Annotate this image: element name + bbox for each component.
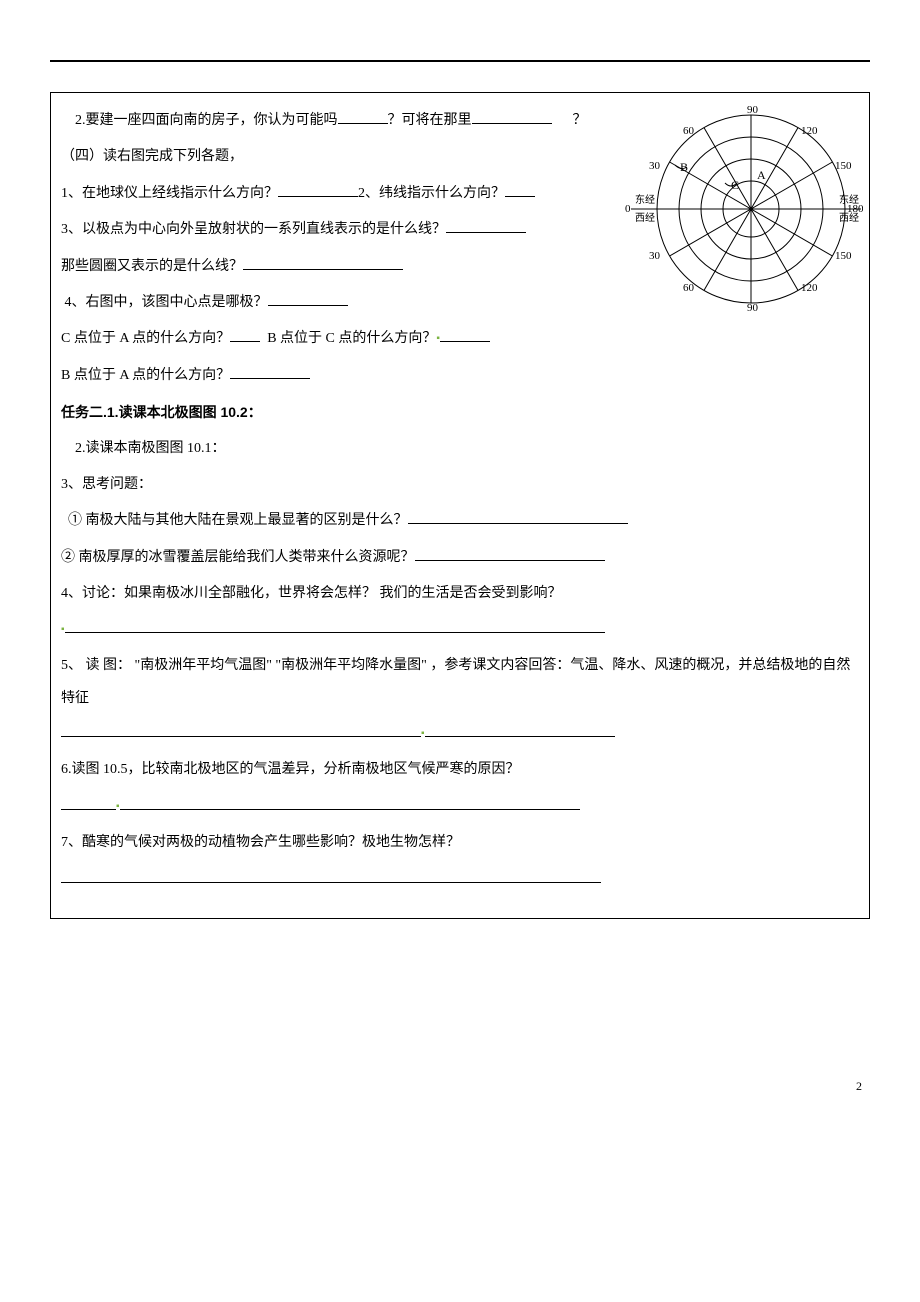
blank: [61, 868, 601, 883]
s4-cab: C 点位于 A 点的什么方向？ B 点位于 C 点的什么方向？▪: [61, 321, 859, 357]
lbl-xijing-l: 西经: [635, 211, 655, 224]
blank: [65, 618, 605, 633]
s4-q4-text: 4、右图中，该图中心点是哪极？: [65, 295, 268, 310]
task2-3-2: ② 南极厚厚的冰雪覆盖层能给我们人类带来什么资源呢？: [61, 540, 859, 576]
task2-title: 任务二.1.读课本北极图图 10.2：: [61, 394, 859, 430]
blank: [278, 182, 358, 197]
lbl-90-bot: 90: [747, 302, 759, 314]
task2-7: 7、酷寒的气候对两极的动植物会产生哪些影响？极地生物怎样？: [61, 825, 859, 861]
blank: [230, 327, 260, 342]
s4-q1a: 1、在地球仪上经线指示什么方向？: [61, 186, 278, 201]
task2-4-blank: ▪: [61, 612, 859, 648]
blank: [440, 327, 490, 342]
s4-q1b: 2、纬线指示什么方向？: [358, 186, 505, 201]
lbl-120-ur: 120: [801, 125, 818, 137]
lbl-xijing-r: 西经: [839, 211, 859, 224]
lbl-dongjing-l: 东经: [635, 193, 655, 206]
lbl-150-ur: 150: [835, 160, 852, 172]
s4-q3-text: 3、以极点为中心向外呈放射状的一系列直线表示的是什么线？: [61, 222, 446, 237]
lbl-120-lr: 120: [801, 282, 818, 294]
task2-4: 4、讨论：如果南极冰川全部融化，世界将会怎样？ 我们的生活是否会受到影响？: [61, 576, 859, 612]
s4-c: C 点位于 A 点的什么方向？: [61, 331, 230, 346]
lbl-60-ul: 60: [683, 125, 695, 137]
blank: [446, 218, 526, 233]
q2-mid: ？可将在那里: [388, 113, 472, 128]
task2-7-blank: [61, 862, 859, 898]
blank: [415, 546, 605, 561]
lbl-150-lr: 150: [835, 250, 852, 262]
blank: [472, 109, 552, 124]
task2-5: 5、 读 图： "南极洲年平均气温图" "南极洲年平均降水量图" ，参考课文内容…: [61, 649, 859, 716]
task2-5-blank: ▪: [61, 716, 859, 752]
s4-q3b-text: 那些圆圈又表示的是什么线？: [61, 259, 243, 274]
blank: [338, 109, 388, 124]
polar-diagram: 90 60 120 30 150 0 180 30 150 60 120 90 …: [613, 99, 863, 314]
task2-2: 2.读课本南极图图 10.1：: [61, 431, 859, 467]
task2-3: 3、思考问题：: [61, 467, 859, 503]
blank: [425, 722, 615, 737]
blank: [230, 364, 310, 379]
task2-3-2-text: ② 南极厚厚的冰雪覆盖层能给我们人类带来什么资源呢？: [61, 550, 415, 565]
blank: [243, 255, 403, 270]
task2-3-1-text: ① 南极大陆与其他大陆在景观上最显著的区别是什么？: [68, 513, 408, 528]
q2-suffix: ？: [573, 113, 587, 128]
blank: [408, 509, 628, 524]
blank: [61, 722, 421, 737]
blank: [61, 795, 116, 810]
lbl-30-ul: 30: [649, 160, 661, 172]
lbl-90-top: 90: [747, 104, 759, 116]
content-box: 90 60 120 30 150 0 180 30 150 60 120 90 …: [50, 92, 870, 919]
task2-2-text: 2.读课本南极图图 10.1：: [75, 441, 226, 456]
point-a: A: [757, 168, 766, 182]
blank: [268, 291, 348, 306]
page-number: 2: [50, 919, 870, 1094]
s4-ba-text: B 点位于 A 点的什么方向？: [61, 368, 230, 383]
blank: [120, 795, 580, 810]
lbl-dongjing-r: 东经: [839, 193, 859, 206]
top-rule: [50, 60, 870, 62]
lbl-30-ll: 30: [649, 250, 661, 262]
task2-3-1: ① 南极大陆与其他大陆在景观上最显著的区别是什么？: [61, 503, 859, 539]
blank: [505, 182, 535, 197]
q2-prefix: 2.要建一座四面向南的房子，你认为可能吗: [75, 113, 338, 128]
lbl-60-ll: 60: [683, 282, 695, 294]
lbl-0-left: 0: [625, 203, 631, 215]
page: 90 60 120 30 150 0 180 30 150 60 120 90 …: [0, 0, 920, 1134]
s4-bc: B 点位于 C 点的什么方向？: [267, 331, 436, 346]
task2-6-blank: ▪: [61, 789, 859, 825]
task2-6: 6.读图 10.5，比较南北极地区的气温差异，分析南极地区气候严寒的原因？: [61, 752, 859, 788]
s4-ba: B 点位于 A 点的什么方向？: [61, 358, 859, 394]
